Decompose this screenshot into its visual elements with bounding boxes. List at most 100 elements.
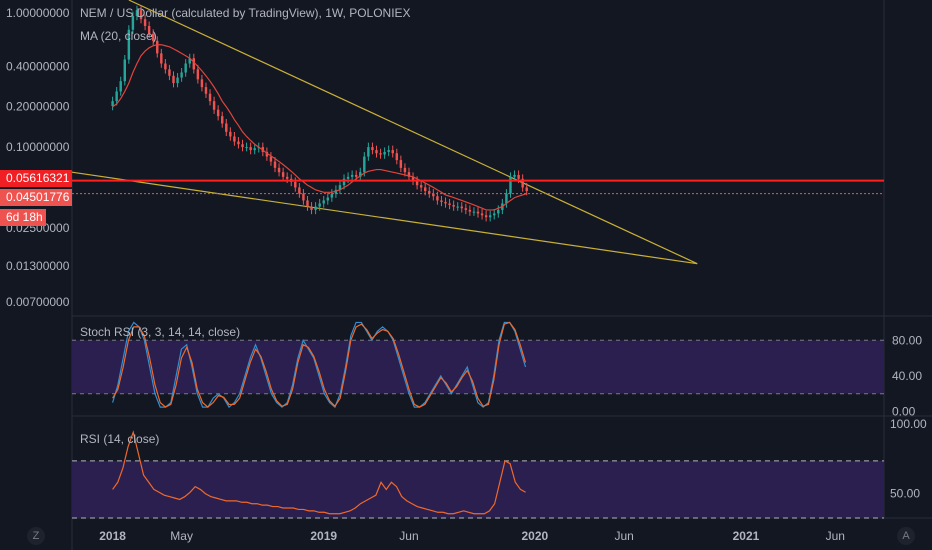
candle-body bbox=[229, 131, 232, 137]
candle-body bbox=[160, 53, 163, 64]
candle-body bbox=[212, 101, 216, 110]
candle-body bbox=[395, 153, 399, 161]
candle-body bbox=[468, 209, 472, 212]
candle-body bbox=[472, 211, 476, 213]
candle-body bbox=[302, 193, 305, 201]
candle-body bbox=[399, 160, 403, 168]
candle-body bbox=[379, 153, 382, 155]
time-tick-label: 2019 bbox=[310, 529, 337, 543]
rsi-band bbox=[72, 460, 884, 518]
rsi-tick-label: 100.00 bbox=[890, 417, 927, 431]
stoch-tick-label: 0.00 bbox=[892, 405, 916, 419]
candle-body bbox=[147, 25, 151, 34]
candle-body bbox=[436, 196, 439, 201]
candle-body bbox=[513, 174, 516, 177]
candle-body bbox=[326, 197, 329, 201]
candle-body bbox=[269, 156, 273, 162]
candle-body bbox=[192, 58, 196, 70]
candle-body bbox=[216, 109, 220, 117]
candle-body bbox=[285, 176, 289, 179]
stoch-tick-label: 40.00 bbox=[892, 369, 922, 383]
candle-body bbox=[350, 174, 354, 177]
candle-body bbox=[115, 91, 118, 102]
candle-body bbox=[200, 79, 204, 88]
price-tick-label: 0.40000000 bbox=[6, 59, 70, 73]
candle-body bbox=[448, 203, 451, 205]
candle-body bbox=[505, 193, 508, 204]
candle-body bbox=[188, 58, 191, 64]
candle-body bbox=[180, 72, 183, 78]
price-tick-label: 0.20000000 bbox=[6, 100, 70, 114]
left-price-strip bbox=[0, 0, 72, 550]
stoch-k-line bbox=[112, 321, 527, 409]
candle-body bbox=[383, 151, 386, 155]
candle-body bbox=[249, 147, 252, 151]
ma-line bbox=[112, 44, 527, 211]
candle-body bbox=[233, 136, 236, 142]
candle-body bbox=[480, 213, 484, 216]
candle-body bbox=[310, 206, 313, 210]
candle-body bbox=[521, 178, 524, 188]
candle-body bbox=[411, 176, 415, 181]
candle-body bbox=[387, 150, 390, 152]
candle-body bbox=[196, 69, 200, 80]
candle-body bbox=[237, 141, 240, 145]
candle-body bbox=[415, 180, 419, 186]
current-price-tag: 0.05616321 bbox=[0, 170, 72, 187]
time-tick-label: 2021 bbox=[733, 529, 760, 543]
candle-body bbox=[208, 93, 212, 102]
candle-body bbox=[281, 172, 285, 177]
candle-body bbox=[440, 200, 443, 202]
candle-body bbox=[314, 206, 317, 210]
candle-body bbox=[253, 148, 256, 151]
candle-body bbox=[342, 178, 346, 186]
candle-body bbox=[464, 208, 468, 210]
candle-body bbox=[330, 193, 334, 198]
candle-body bbox=[359, 172, 362, 177]
candle-body bbox=[375, 150, 378, 154]
candle-body bbox=[225, 123, 228, 132]
candle-body bbox=[294, 181, 297, 188]
candle-body bbox=[456, 206, 459, 208]
candle-body bbox=[484, 215, 488, 218]
candle-body bbox=[119, 81, 122, 92]
candle-body bbox=[493, 213, 496, 216]
candle-body bbox=[204, 87, 208, 94]
candle-body bbox=[277, 167, 281, 173]
auto-scale-button[interactable]: A bbox=[897, 527, 915, 545]
time-tick-label: May bbox=[170, 529, 193, 543]
time-tick-label: Jun bbox=[399, 529, 418, 543]
candle-body bbox=[428, 191, 431, 194]
candle-body bbox=[452, 204, 455, 207]
candle-body bbox=[176, 77, 179, 84]
candle-body bbox=[172, 75, 175, 84]
lower-trendline bbox=[71, 171, 698, 265]
candle-body bbox=[245, 147, 248, 149]
upper-trendline bbox=[128, 0, 698, 265]
candle-body bbox=[444, 201, 447, 204]
stoch-d-line bbox=[112, 321, 527, 408]
time-tick-label: Jun bbox=[614, 529, 633, 543]
candle-body bbox=[346, 176, 350, 179]
candle-body bbox=[306, 200, 309, 207]
ma-price-tag: 0.04501776 bbox=[0, 189, 72, 206]
chart-title: NEM / US Dollar (calculated by TradingVi… bbox=[80, 6, 411, 20]
candle-body bbox=[424, 187, 427, 192]
candle-body bbox=[363, 156, 366, 173]
rsi-line bbox=[112, 430, 526, 515]
candle-body bbox=[273, 161, 277, 168]
candle-body bbox=[517, 174, 520, 179]
candle-body bbox=[184, 63, 187, 73]
ma-legend: MA (20, close) bbox=[80, 29, 157, 43]
candle-body bbox=[139, 10, 143, 20]
candle-body bbox=[419, 185, 423, 188]
candle-body bbox=[135, 10, 139, 16]
candle-body bbox=[488, 215, 492, 218]
price-tick-label: 1.00000000 bbox=[6, 6, 70, 20]
candle-body bbox=[403, 167, 407, 173]
zoom-button[interactable]: Z bbox=[27, 527, 45, 545]
time-tick-label: 2018 bbox=[99, 529, 126, 543]
candle-body bbox=[298, 187, 301, 194]
candle-body bbox=[265, 151, 269, 157]
